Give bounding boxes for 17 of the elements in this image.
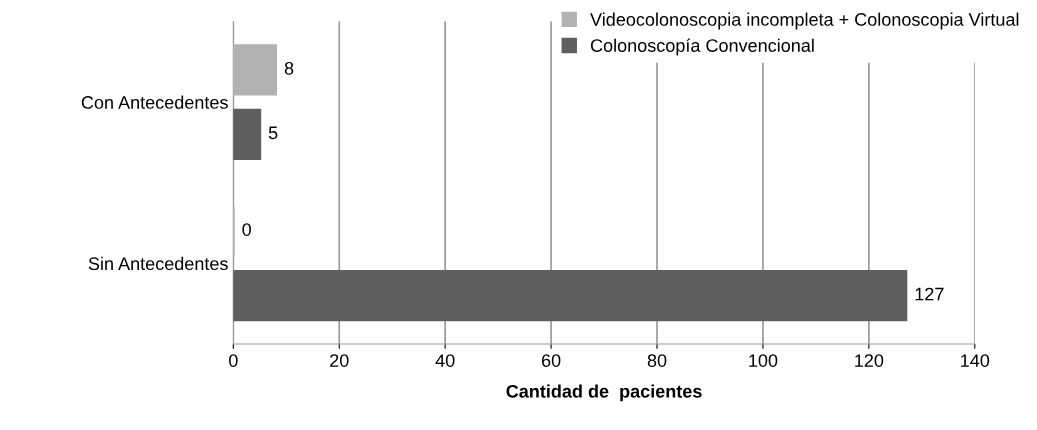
data-label: 0	[242, 223, 251, 236]
data-label: 127	[915, 287, 944, 301]
x-tick-label: 0	[229, 354, 238, 367]
x-tick-label: 80	[647, 354, 667, 367]
x-tick-label: 120	[855, 354, 884, 367]
x-tick-label: 40	[435, 354, 455, 367]
x-tick-label: 20	[330, 354, 349, 367]
legend-label: Colonoscopía Convencional	[590, 38, 814, 56]
x-tick-label: 100	[749, 354, 778, 367]
y-tick-label: Sin Antecedentes	[88, 256, 228, 271]
x-tick-label: 60	[541, 354, 561, 367]
x-tick-label: 140	[961, 354, 990, 367]
legend-label: Videocolonoscopia incompleta + Colonoscopia Virtual	[590, 12, 1019, 30]
data-label: 8	[284, 61, 294, 75]
y-tick-label: Con Antecedentes	[81, 95, 228, 109]
data-label: 5	[268, 126, 278, 140]
x-axis-title: Cantidad de pacientes	[506, 384, 702, 402]
